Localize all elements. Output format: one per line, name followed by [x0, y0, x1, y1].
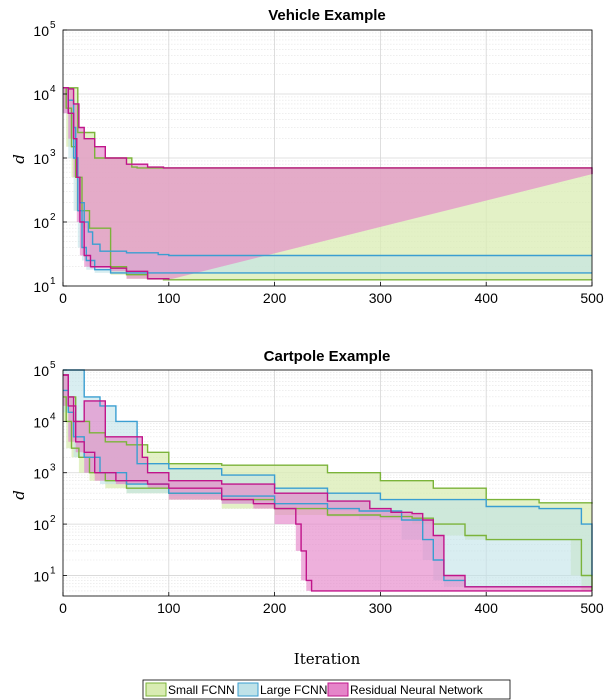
legend-swatch-small — [145, 682, 167, 697]
vehicle-areas — [63, 87, 592, 280]
legend-label-large: Large FCNN — [260, 683, 327, 697]
legend-label-small: Small FCNN — [168, 683, 235, 697]
cartpole-lines — [63, 369, 593, 592]
x-tick-label: 100 — [157, 600, 181, 616]
cartpole-ylabel: d — [10, 490, 28, 500]
y-tick-label: 10 — [33, 517, 49, 533]
y-tick-exponent: 2 — [50, 514, 56, 525]
y-tick-exponent: 2 — [50, 212, 56, 223]
band-resnet — [63, 375, 592, 591]
y-tick-label: 10 — [33, 466, 49, 482]
band-large — [63, 370, 592, 587]
y-tick-exponent: 4 — [50, 84, 56, 95]
band-resnet — [63, 87, 592, 280]
cartpole-areas — [63, 370, 592, 591]
y-tick-label: 10 — [33, 568, 49, 584]
x-tick-label: 400 — [475, 290, 499, 306]
upper-line-small — [63, 87, 592, 169]
x-tick-label: 500 — [580, 600, 604, 616]
y-tick-label: 10 — [33, 279, 49, 295]
lower-line-resnet — [63, 87, 170, 280]
legend-swatch-resnet — [327, 682, 349, 697]
cartpole-title: Cartpole Example — [264, 348, 391, 365]
y-tick-label: 10 — [33, 215, 49, 231]
vehicle-title: Vehicle Example — [268, 7, 386, 24]
upper-line-resnet — [63, 374, 592, 588]
cartpole-xlabel: Iteration — [294, 650, 361, 668]
y-tick-exponent: 3 — [50, 463, 56, 474]
legend: Small FCNN Large FCNN Residual Neural Ne… — [142, 679, 511, 700]
x-tick-label: 0 — [59, 290, 67, 306]
y-tick-label: 10 — [33, 363, 49, 379]
vehicle-lines — [63, 87, 593, 281]
x-tick-label: 100 — [157, 290, 181, 306]
x-tick-label: 200 — [263, 290, 287, 306]
y-tick-label: 10 — [33, 414, 49, 430]
x-tick-label: 0 — [59, 600, 67, 616]
y-tick-exponent: 5 — [50, 360, 56, 371]
lower-line-large — [63, 389, 592, 588]
x-tick-label: 500 — [580, 290, 604, 306]
cartpole-axes-frame — [62, 369, 593, 597]
legend-label-resnet: Residual Neural Network — [350, 683, 484, 697]
y-tick-exponent: 3 — [50, 148, 56, 159]
x-tick-label: 400 — [475, 600, 499, 616]
y-tick-label: 10 — [33, 151, 49, 167]
y-tick-label: 10 — [33, 87, 49, 103]
legend-swatch-large — [237, 682, 259, 697]
upper-line-large — [63, 369, 593, 576]
y-tick-exponent: 1 — [50, 565, 56, 576]
vehicle-ylabel: d — [10, 154, 28, 164]
y-tick-exponent: 1 — [50, 276, 56, 287]
upper-line-resnet — [63, 87, 593, 175]
x-tick-label: 200 — [263, 600, 287, 616]
x-tick-label: 300 — [369, 290, 393, 306]
y-tick-exponent: 5 — [50, 20, 56, 31]
legend-box — [142, 679, 511, 700]
band-small — [63, 375, 592, 591]
y-tick-label: 10 — [33, 23, 49, 39]
lower-line-resnet — [63, 374, 592, 592]
y-tick-exponent: 4 — [50, 411, 56, 422]
x-tick-label: 300 — [369, 600, 393, 616]
